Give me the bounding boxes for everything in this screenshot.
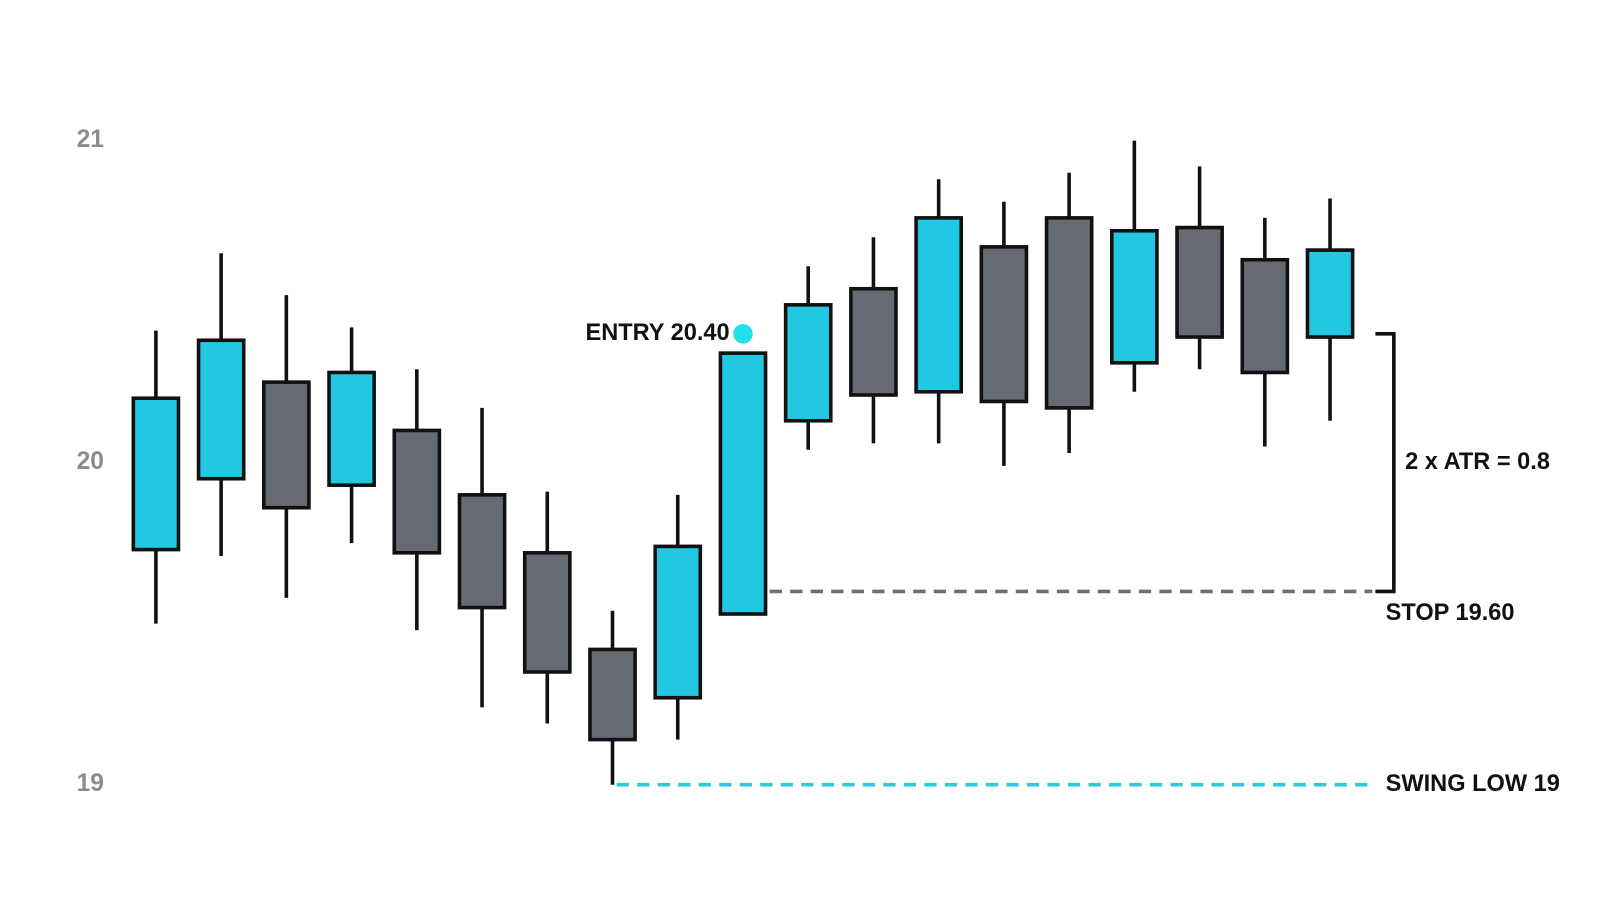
candle-body [783,303,833,423]
candle-body [1305,248,1355,339]
candle-body [1110,228,1159,365]
atr-label: 2 x ATR = 0.8 [1405,448,1550,474]
y-tick-label: 21 [77,126,104,153]
candle-body [457,493,507,610]
candle-body [588,647,637,742]
candle-body [653,544,703,700]
candle-body [1044,216,1094,410]
candle-body [718,351,768,616]
candle-body [392,428,442,555]
entry-label: ENTRY 20.40 [585,319,729,345]
candle-body [1175,225,1224,339]
candle-body [849,286,898,397]
candle-body [262,380,311,510]
candle-body [522,551,572,674]
stop-label: STOP 19.60 [1386,599,1515,625]
y-tick-label: 19 [77,770,104,797]
candle-body [327,370,376,487]
swing-low-label: SWING LOW 19 [1386,770,1560,796]
candle-body [131,396,181,552]
candle-body [196,338,246,481]
y-tick-label: 20 [77,448,104,475]
candle-body [1240,257,1290,375]
atr-bracket [1375,332,1396,594]
entry-dot [733,324,753,344]
candle-body [979,245,1029,404]
candle-body [914,216,964,394]
